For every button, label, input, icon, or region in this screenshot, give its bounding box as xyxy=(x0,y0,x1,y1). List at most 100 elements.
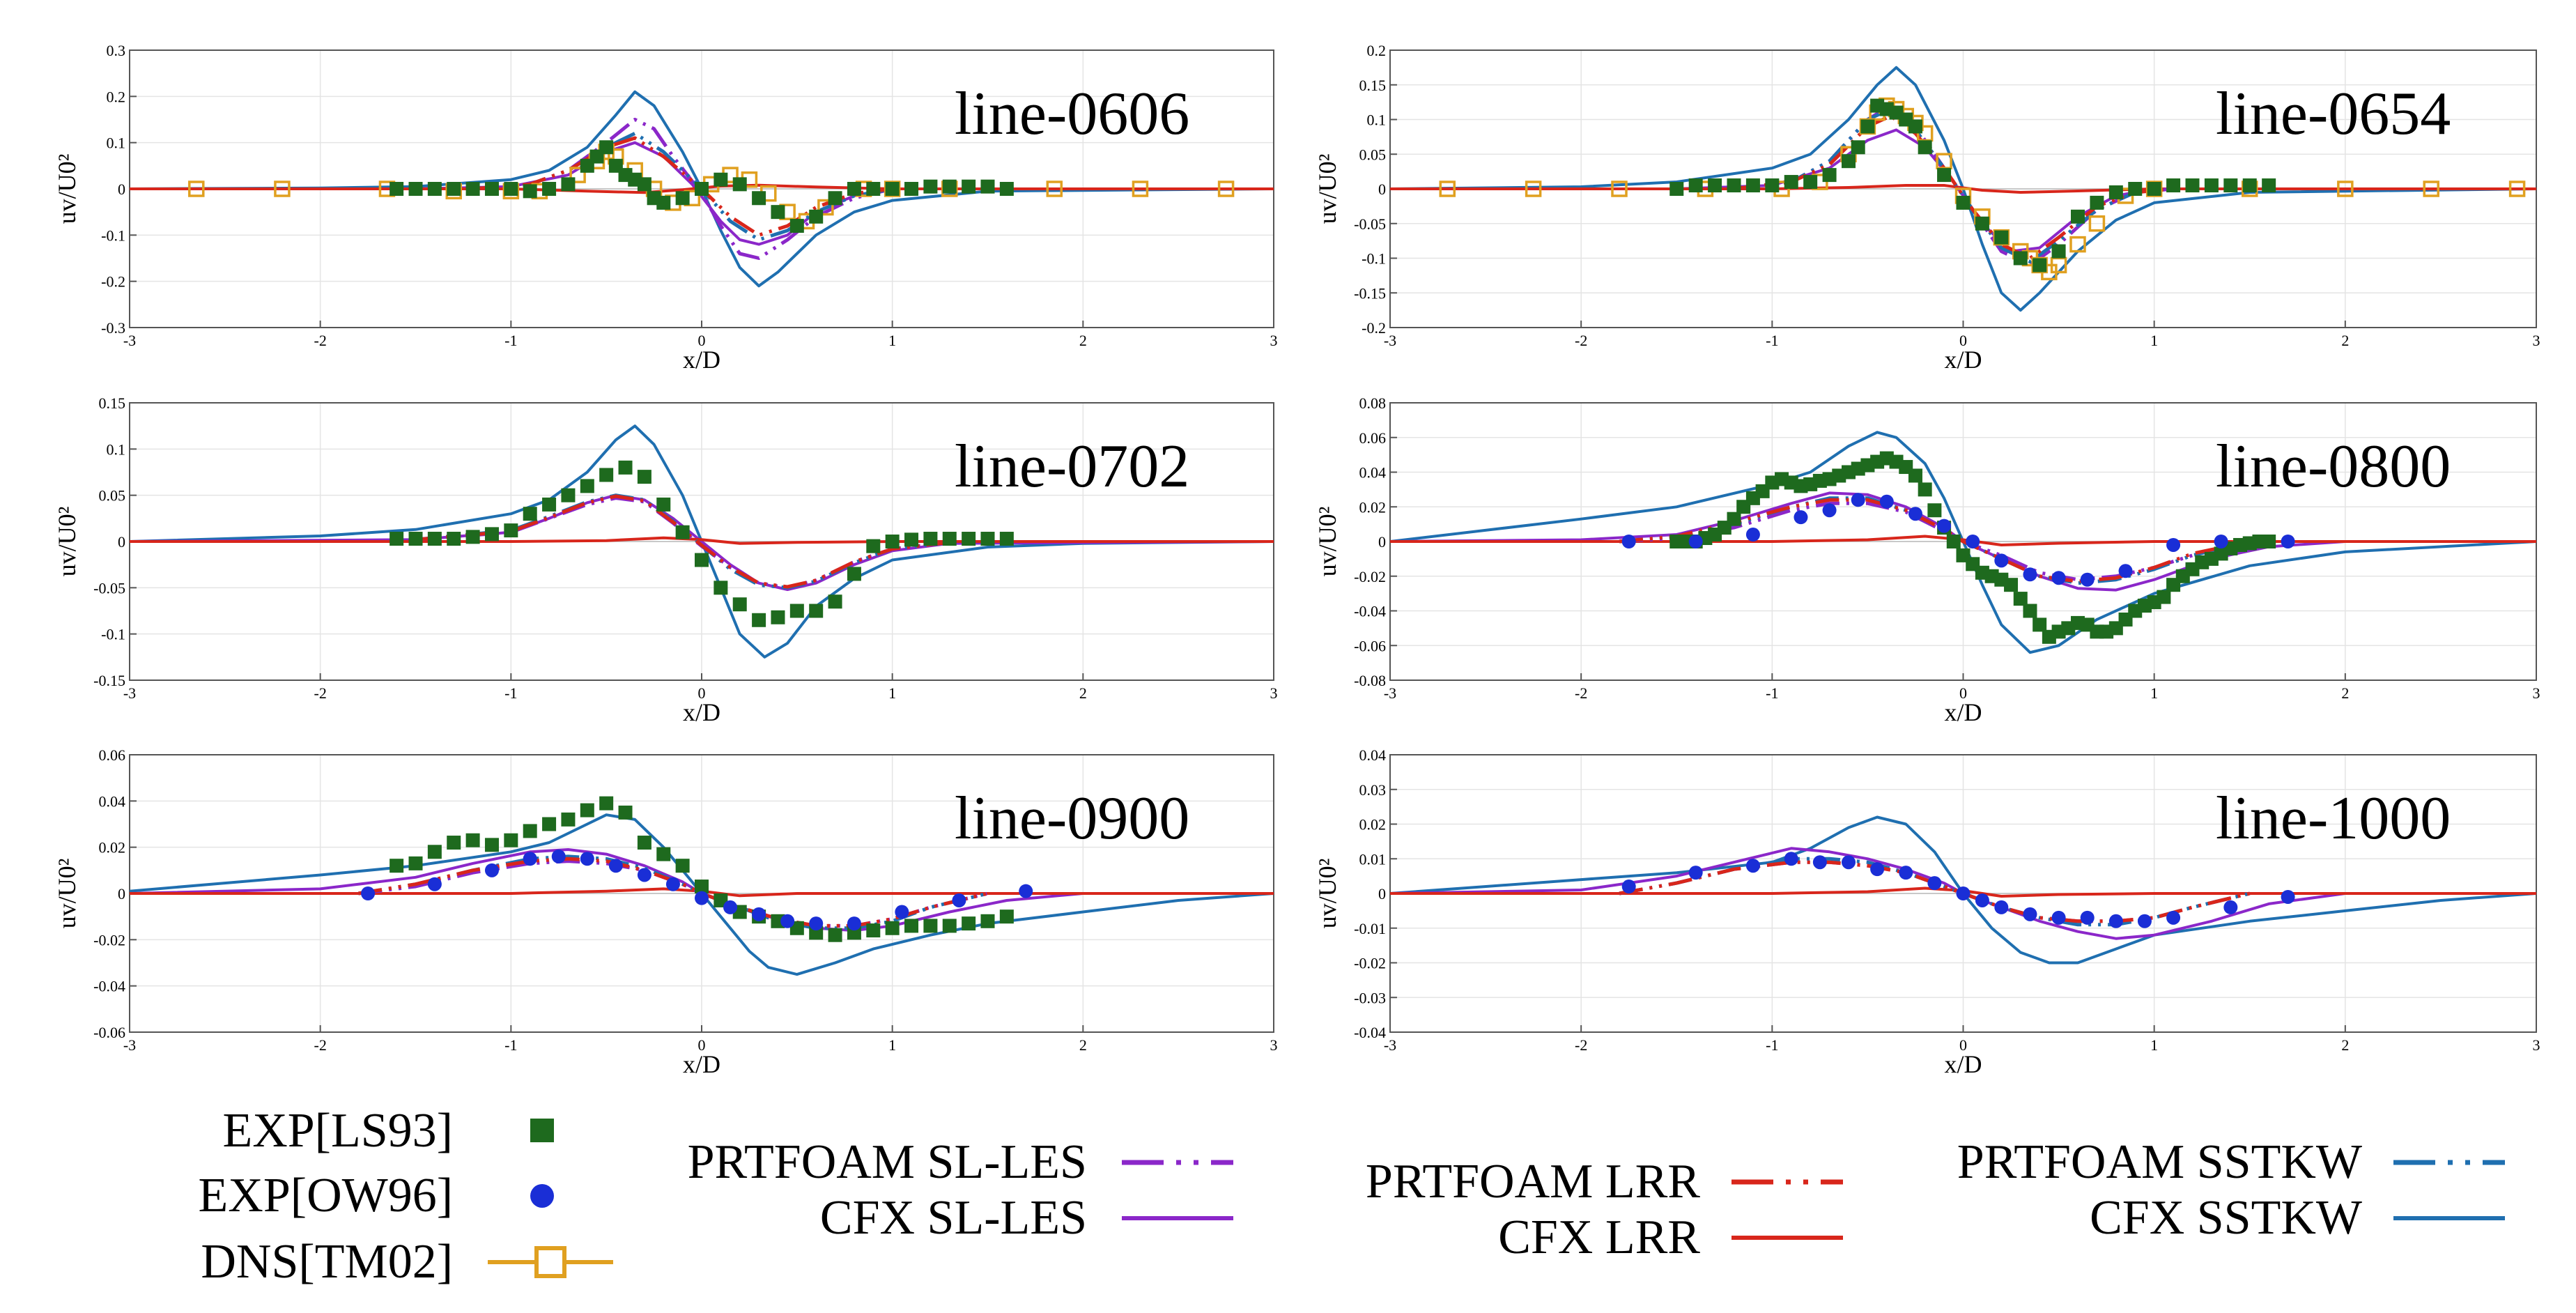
data-point-exp-ls93 xyxy=(2108,185,2123,199)
y-tick-label: -0.2 xyxy=(1362,319,1386,337)
y-tick-label: 0.04 xyxy=(1359,746,1387,764)
data-point-exp-ls93 xyxy=(542,497,557,512)
data-point-exp-ls93 xyxy=(962,916,976,931)
y-tick-label: 0.05 xyxy=(99,487,126,505)
data-point-exp-ls93 xyxy=(390,532,404,546)
data-point-exp-ow96 xyxy=(1784,852,1798,866)
data-point-exp-ow96 xyxy=(1688,866,1703,880)
data-layer xyxy=(130,90,1274,288)
data-point-exp-ow96 xyxy=(2166,910,2181,925)
data-point-exp-ls93 xyxy=(447,836,461,850)
series-line-prtfoam-lrr xyxy=(1619,860,2251,923)
data-point-exp-ls93 xyxy=(675,191,690,206)
data-point-exp-ow96 xyxy=(2023,907,2037,921)
data-point-exp-ow96 xyxy=(695,891,709,905)
chart-panel-line-1000: -3 -2 -1 0 1 2 3 0.04 0.03 0.02 0.01 0 -0.01 -0.02 -0.… xyxy=(1313,746,2540,1078)
x-tick-label: -3 xyxy=(123,684,136,702)
data-point-exp-ls93 xyxy=(1956,195,1970,210)
y-tick-label: -0.3 xyxy=(101,319,125,337)
y-tick-label: 0.2 xyxy=(107,88,126,105)
data-point-exp-ow96 xyxy=(1937,519,1952,533)
data-point-exp-ow96 xyxy=(2281,535,2295,548)
data-point-exp-ls93 xyxy=(561,177,576,192)
data-point-exp-ls93 xyxy=(390,182,404,196)
data-point-exp-ls93 xyxy=(828,594,842,609)
y-tick-label: -0.04 xyxy=(1354,1024,1386,1041)
data-point-exp-ls93 xyxy=(980,179,995,194)
data-point-exp-ls93 xyxy=(962,179,976,194)
data-point-exp-ls93 xyxy=(580,803,594,817)
x-tick-label: 1 xyxy=(888,684,896,702)
chart-panel-line-0702: -3 -2 -1 0 1 2 3 0.15 0.1 0.05 0 -0.05 -0.1 -0.15 x/D u… xyxy=(53,394,1278,726)
data-point-exp-ls93 xyxy=(1946,535,1961,548)
data-point-exp-ow96 xyxy=(361,886,376,900)
y-tick-label: -0.06 xyxy=(1354,637,1386,654)
data-point-exp-ow96 xyxy=(1745,859,1760,873)
data-point-exp-ls93 xyxy=(2033,617,2047,632)
data-point-exp-ow96 xyxy=(2080,572,2095,587)
x-tick-label: 2 xyxy=(1079,332,1087,349)
data-point-exp-ls93 xyxy=(523,824,537,838)
data-point-exp-ls93 xyxy=(2204,178,2219,193)
x-tick-label: 3 xyxy=(2533,1036,2540,1054)
series-line-prtfoam-lrr xyxy=(358,857,989,928)
data-point-exp-ow96 xyxy=(1621,880,1636,894)
data-point-dns-tm02 xyxy=(2069,236,2086,253)
data-point-exp-ls93 xyxy=(2147,182,2161,196)
x-axis-label: x/D xyxy=(683,1050,720,1078)
data-point-exp-ls93 xyxy=(2013,251,2028,266)
x-tick-label: -3 xyxy=(1384,332,1396,349)
data-point-exp-ls93 xyxy=(904,532,919,547)
legend-item-dns-tm02: DNS[TM02] xyxy=(201,1235,613,1289)
x-tick-label: 3 xyxy=(2533,332,2540,349)
data-point-exp-ls93 xyxy=(714,172,728,187)
legend-marker xyxy=(530,1184,554,1208)
legend-label: EXP[LS93] xyxy=(222,1104,453,1158)
x-tick-label: 3 xyxy=(1270,684,1278,702)
y-tick-label: -0.02 xyxy=(1354,568,1386,585)
data-point-exp-ow96 xyxy=(551,849,566,863)
data-point-exp-ls93 xyxy=(1688,178,1703,193)
data-point-exp-ls93 xyxy=(2090,195,2104,210)
data-point-exp-ls93 xyxy=(427,182,442,196)
legend-item-exp-ls93: EXP[LS93] xyxy=(222,1104,554,1158)
x-tick-label: 0 xyxy=(1959,1036,1967,1054)
data-point-exp-ls93 xyxy=(637,470,651,484)
series-line-cfx-lrr xyxy=(130,536,1274,545)
y-axis-label: uv/U0² xyxy=(53,154,81,224)
x-axis-label: x/D xyxy=(1945,698,1982,726)
data-point-exp-ow96 xyxy=(847,916,861,931)
data-point-exp-ow96 xyxy=(1927,876,1942,891)
data-point-exp-ow96 xyxy=(1842,855,1856,870)
data-point-exp-ow96 xyxy=(484,863,499,877)
data-point-exp-ls93 xyxy=(2262,178,2276,193)
x-tick-label: 0 xyxy=(1959,332,1967,349)
y-tick-label: -0.04 xyxy=(1354,603,1386,620)
legend-item-prtfoam-sstkw: PRTFOAM SSTKW xyxy=(1957,1135,2505,1189)
data-point-exp-ls93 xyxy=(1803,175,1818,190)
panel-title: line-0606 xyxy=(955,80,1189,148)
data-point-exp-ow96 xyxy=(1745,528,1760,542)
data-point-exp-ow96 xyxy=(1621,535,1636,548)
data-point-exp-ls93 xyxy=(484,838,499,852)
data-point-exp-ls93 xyxy=(1727,512,1741,526)
x-axis-label: x/D xyxy=(683,698,720,726)
x-axis-label: x/D xyxy=(1945,346,1982,374)
y-axis-label: uv/U0² xyxy=(1313,859,1341,929)
data-point-exp-ls93 xyxy=(484,182,499,196)
data-point-exp-ls93 xyxy=(599,468,614,482)
y-tick-label: 0.1 xyxy=(107,440,126,458)
data-point-exp-ls93 xyxy=(771,914,785,928)
data-point-exp-ls93 xyxy=(809,209,824,224)
panel-title: line-0900 xyxy=(955,785,1189,852)
data-point-exp-ls93 xyxy=(618,805,633,820)
panel-title: line-1000 xyxy=(2216,785,2451,852)
x-tick-label: 1 xyxy=(2150,332,2158,349)
data-point-exp-ls93 xyxy=(847,567,861,581)
data-point-exp-ls93 xyxy=(1842,154,1856,169)
x-tick-label: 1 xyxy=(2150,684,2158,702)
data-point-exp-ls93 xyxy=(866,182,881,196)
y-tick-label: 0 xyxy=(118,533,125,551)
data-point-exp-ow96 xyxy=(2166,537,2181,552)
y-tick-label: -0.15 xyxy=(1354,284,1386,302)
